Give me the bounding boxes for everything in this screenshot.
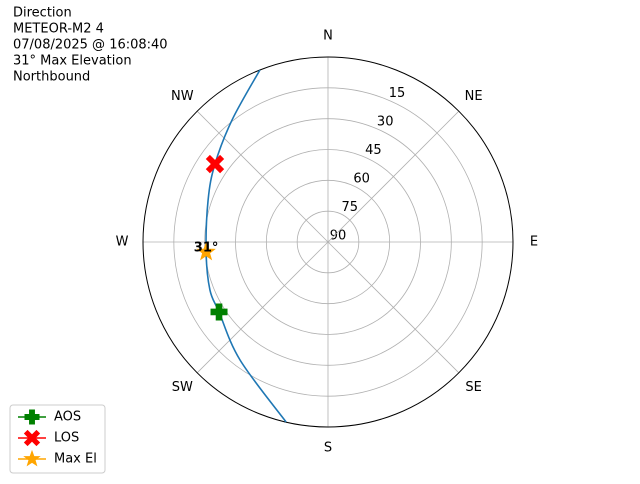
- grid-line: [196, 241, 329, 374]
- marker-plus: [210, 303, 228, 321]
- r-tick-label: 75: [342, 200, 359, 215]
- annotation: 31°: [194, 241, 219, 256]
- r-tick-label: 15: [389, 86, 406, 101]
- title-line: Northbound: [13, 70, 90, 85]
- theta-tick-label: SW: [172, 380, 193, 395]
- legend-marker: [23, 429, 41, 447]
- title-line: Direction: [13, 6, 72, 21]
- theta-tick-label: N: [323, 29, 333, 44]
- theta-tick-label: NW: [171, 89, 194, 104]
- title-line: 07/08/2025 @ 16:08:40: [13, 38, 168, 53]
- theta-tick-label: W: [116, 235, 129, 250]
- grid-line: [327, 110, 460, 243]
- legend-label: AOS: [54, 410, 81, 425]
- r-tick-label: 30: [377, 115, 394, 130]
- theta-tick-label: SE: [465, 380, 481, 395]
- r-tick-label: 90: [330, 229, 347, 244]
- theta-tick-label: NE: [465, 89, 483, 104]
- theta-tick-label: E: [530, 235, 538, 250]
- grid-line: [196, 110, 329, 243]
- legend-label: Max El: [54, 452, 97, 467]
- legend-marker: [24, 409, 40, 425]
- r-tick-label: 45: [365, 143, 382, 158]
- marker-x: [205, 154, 225, 174]
- grid-line: [327, 241, 460, 374]
- title-line: 31° Max Elevation: [13, 54, 132, 69]
- theta-tick-label: S: [324, 441, 332, 456]
- title-line: METEOR-M2 4: [13, 22, 104, 37]
- marker-star: [196, 241, 216, 261]
- r-tick-label: 60: [353, 172, 370, 187]
- legend-label: LOS: [54, 431, 79, 446]
- legend-marker: [23, 449, 41, 467]
- plot-frame: [142, 56, 514, 428]
